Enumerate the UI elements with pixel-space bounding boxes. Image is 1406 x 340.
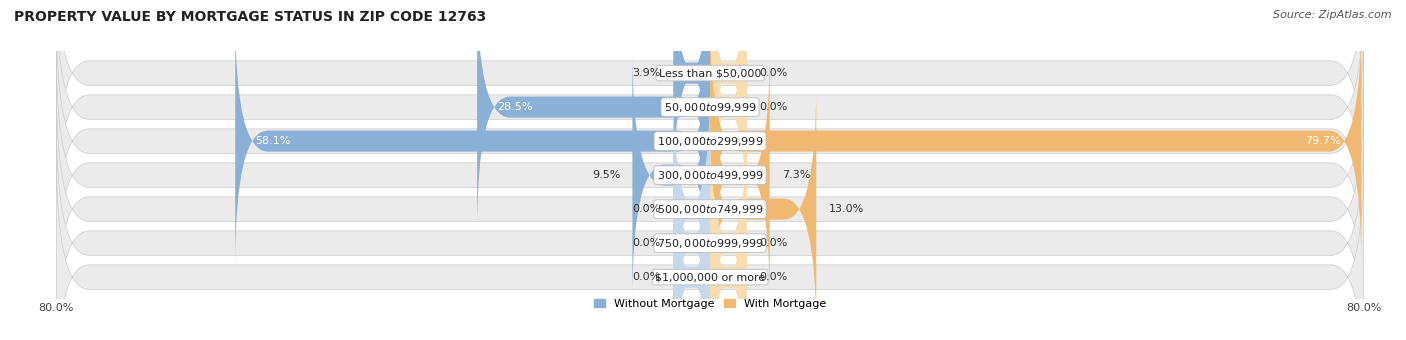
Text: 28.5%: 28.5% [498,102,533,112]
Text: 7.3%: 7.3% [782,170,810,180]
FancyBboxPatch shape [673,118,710,340]
FancyBboxPatch shape [710,84,817,335]
FancyBboxPatch shape [710,50,769,301]
Text: 58.1%: 58.1% [256,136,291,146]
FancyBboxPatch shape [710,0,747,199]
FancyBboxPatch shape [56,85,1364,333]
FancyBboxPatch shape [56,153,1364,340]
FancyBboxPatch shape [673,0,710,199]
Text: $100,000 to $299,999: $100,000 to $299,999 [657,135,763,148]
Text: 0.0%: 0.0% [759,272,787,282]
Text: 3.9%: 3.9% [633,68,661,78]
FancyBboxPatch shape [477,0,710,233]
FancyBboxPatch shape [56,0,1364,197]
FancyBboxPatch shape [56,17,1364,265]
Text: 13.0%: 13.0% [828,204,863,214]
FancyBboxPatch shape [710,16,1361,267]
FancyBboxPatch shape [710,118,747,340]
Text: 0.0%: 0.0% [759,238,787,248]
Legend: Without Mortgage, With Mortgage: Without Mortgage, With Mortgage [589,294,831,313]
FancyBboxPatch shape [710,152,747,340]
Text: 79.7%: 79.7% [1305,136,1341,146]
Text: PROPERTY VALUE BY MORTGAGE STATUS IN ZIP CODE 12763: PROPERTY VALUE BY MORTGAGE STATUS IN ZIP… [14,10,486,24]
Text: 0.0%: 0.0% [633,238,661,248]
FancyBboxPatch shape [633,50,710,301]
FancyBboxPatch shape [56,51,1364,299]
Text: $750,000 to $999,999: $750,000 to $999,999 [657,237,763,250]
Text: $50,000 to $99,999: $50,000 to $99,999 [664,101,756,114]
Text: Source: ZipAtlas.com: Source: ZipAtlas.com [1274,10,1392,20]
Text: Less than $50,000: Less than $50,000 [659,68,761,78]
FancyBboxPatch shape [56,0,1364,231]
Text: 0.0%: 0.0% [759,68,787,78]
Text: $500,000 to $749,999: $500,000 to $749,999 [657,203,763,216]
Text: 0.0%: 0.0% [759,102,787,112]
Text: 0.0%: 0.0% [633,272,661,282]
Text: $300,000 to $499,999: $300,000 to $499,999 [657,169,763,182]
FancyBboxPatch shape [673,152,710,340]
FancyBboxPatch shape [710,0,747,233]
FancyBboxPatch shape [673,84,710,335]
Text: 9.5%: 9.5% [592,170,620,180]
Text: 0.0%: 0.0% [633,204,661,214]
FancyBboxPatch shape [56,119,1364,340]
Text: $1,000,000 or more: $1,000,000 or more [655,272,765,282]
FancyBboxPatch shape [235,16,710,267]
